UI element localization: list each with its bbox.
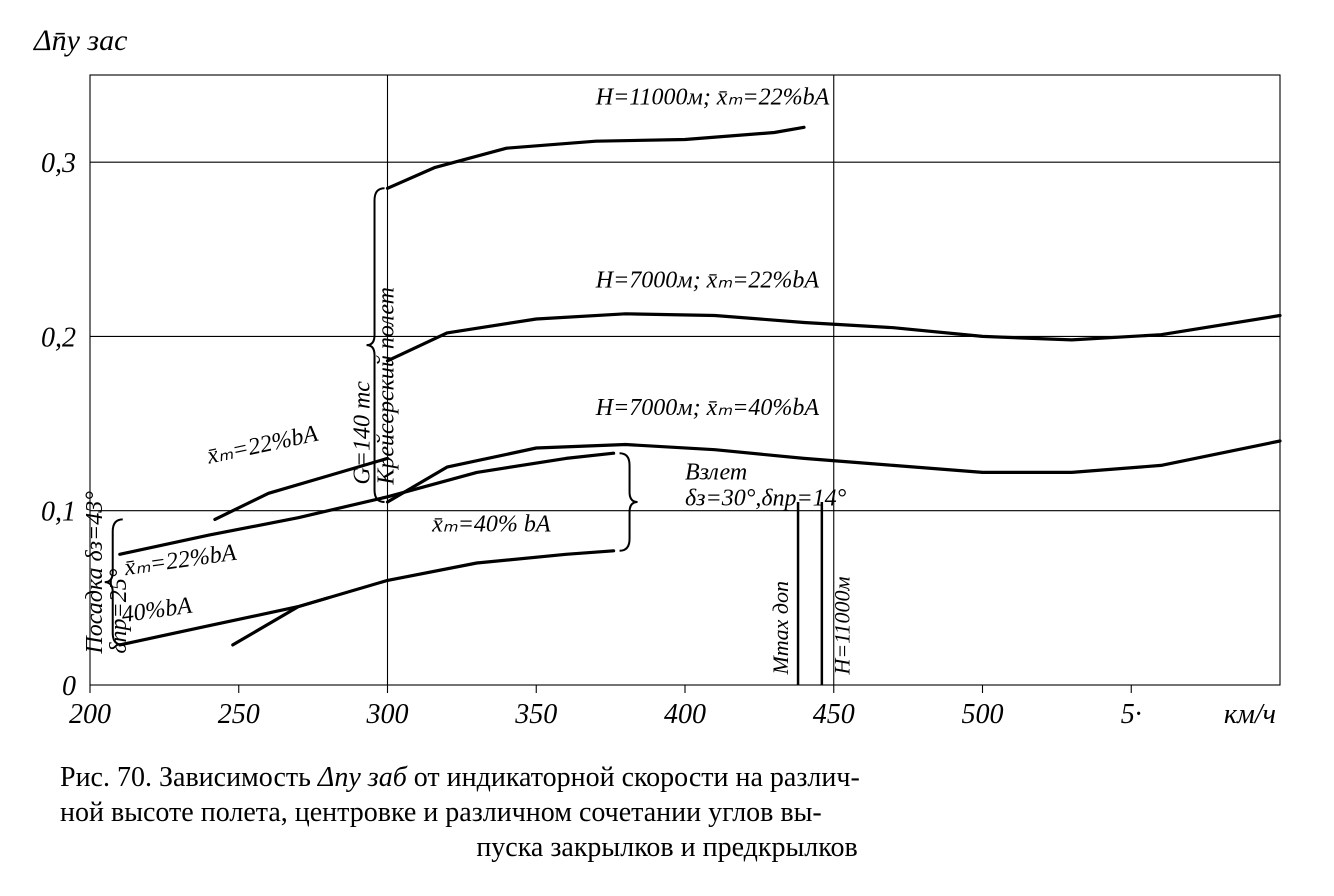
- annotation-h11000_vert: H=11000м: [830, 576, 855, 675]
- caption-line3: пуска закрылков и предкрылков: [60, 830, 1274, 865]
- xtick-label: 350: [514, 699, 557, 730]
- figure-page: { "chart": { "type": "line", "y_axis_tit…: [0, 0, 1334, 896]
- y-axis-title: Δn̄y зас: [33, 24, 127, 57]
- annotation-H11000: H=11000м; x̄ₘ=22%bA: [595, 85, 830, 111]
- xtick-label: 500: [962, 699, 1004, 730]
- annotation-cruise_x22: x̄ₘ=22%bA: [204, 421, 321, 470]
- caption-line1: Рис. 70. Зависимость Δnу заб от индикато…: [60, 762, 860, 793]
- xtick-label: 5·: [1121, 699, 1142, 730]
- series-H11000_x22: [388, 127, 805, 188]
- annotation-H7000_22: H=7000м; x̄ₘ=22%bA: [595, 268, 820, 294]
- chart: 0 0,1 0,2 0,3 200 250 300 350 400 450 500 5· км/ч Δn̄…: [0, 0, 1334, 750]
- annotation-landing_group: Посадка δз=43°δпр=25°: [82, 491, 132, 655]
- ytick-label: 0,3: [41, 148, 76, 179]
- xtick-label: 400: [664, 699, 706, 730]
- xtick-label: 450: [813, 699, 855, 730]
- caption-line2: ной высоте полета, центровке и различном…: [60, 797, 822, 828]
- caption-rest1: от индикаторной скорости на различ-: [407, 762, 860, 793]
- x-axis-unit: км/ч: [1224, 699, 1276, 730]
- xtick-label: 250: [218, 699, 260, 730]
- annotation-takeoff_x22: x̄ₘ=22%bA: [122, 540, 238, 582]
- caption-symbol: Δnу заб: [318, 762, 407, 793]
- annotation-takeoff_x40: x̄ₘ=40% bA: [431, 512, 551, 538]
- ytick-label: 0: [62, 671, 76, 702]
- annotation-H7000_40: H=7000м; x̄ₘ=40%bA: [595, 395, 820, 421]
- xtick-label: 200: [69, 699, 111, 730]
- annotation-m_max: Mmax доп: [768, 581, 793, 676]
- figure-caption: Рис. 70. Зависимость Δnу заб от индикато…: [60, 760, 1274, 865]
- annotation-takeoff_group: Взлетδз=30°,δпр=14°: [685, 459, 847, 511]
- ytick-label: 0,1: [41, 497, 76, 528]
- ytick-label: 0,2: [41, 322, 76, 353]
- caption-prefix: Рис. 70. Зависимость: [60, 762, 318, 793]
- xtick-label: 300: [366, 699, 409, 730]
- bracket: [620, 453, 638, 551]
- series-takeoff_x40: [233, 551, 614, 645]
- annotation-cruise_group: G=140 тсКрейсерский полет: [350, 287, 400, 486]
